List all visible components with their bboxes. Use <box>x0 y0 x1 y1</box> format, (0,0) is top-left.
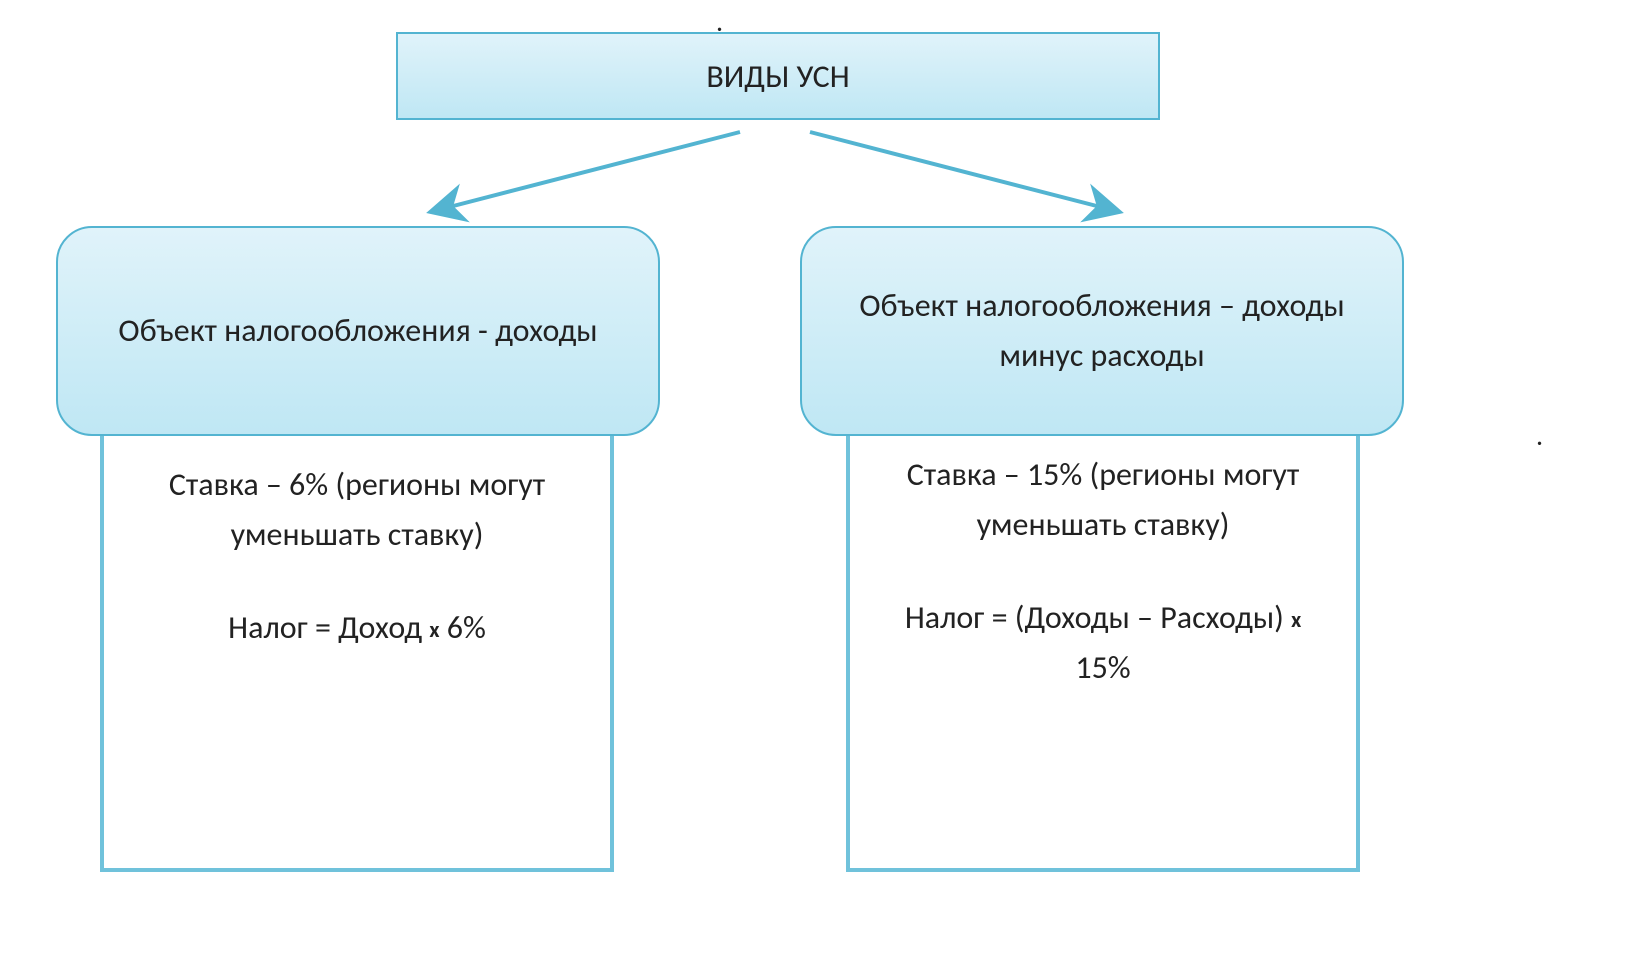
right-detail-box: Ставка – 15% (регионы могут уменьшать ст… <box>846 436 1360 872</box>
left-branch-text: Объект налогообложения - доходы <box>118 306 597 356</box>
right-formula-suffix: 15% <box>1075 648 1130 687</box>
stray-dot-top: . <box>716 4 723 39</box>
stray-dot-right: . <box>1536 418 1543 453</box>
left-detail-box: Ставка – 6% (регионы могут уменьшать ста… <box>100 436 614 872</box>
multiply-icon: х <box>429 616 439 643</box>
left-rate-text: Ставка – 6% (регионы могут уменьшать ста… <box>134 460 580 559</box>
left-formula-suffix: 6% <box>440 608 486 647</box>
multiply-icon: х <box>1291 606 1301 633</box>
right-formula-text: Налог = (Доходы – Расходы) х 15% <box>880 593 1326 692</box>
right-formula-prefix: Налог = (Доходы – Расходы) <box>905 598 1291 637</box>
left-formula-text: Налог = Доход х 6% <box>228 603 486 653</box>
left-formula-prefix: Налог = Доход <box>228 608 429 647</box>
left-branch-box: Объект налогообложения - доходы <box>56 226 660 436</box>
right-branch-box: Объект налогообложения – доходы минус ра… <box>800 226 1404 436</box>
right-branch-text: Объект налогообложения – доходы минус ра… <box>842 281 1362 380</box>
right-rate-text: Ставка – 15% (регионы могут уменьшать ст… <box>880 450 1326 549</box>
